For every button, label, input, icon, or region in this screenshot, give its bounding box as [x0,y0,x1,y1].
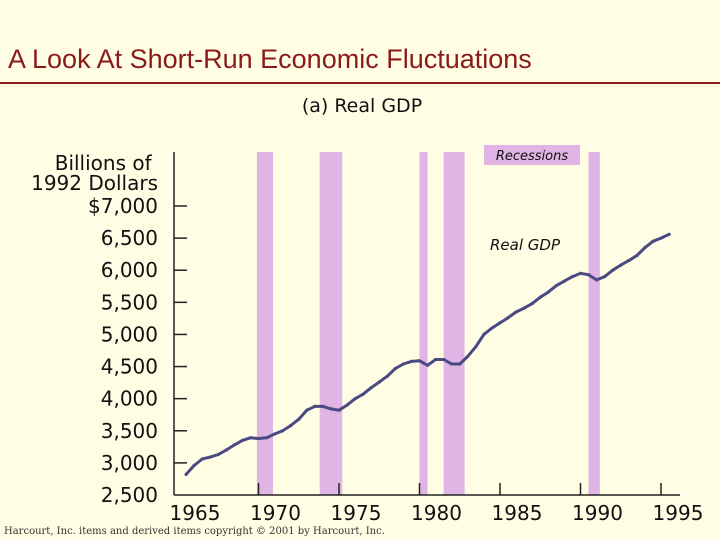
gdp-data-point [232,443,236,447]
x-tick-label: 1970 [250,501,301,525]
gdp-data-point [305,408,309,412]
gdp-data-point [514,310,518,314]
gdp-data-point [208,455,212,459]
gdp-data-point [426,363,430,367]
gdp-data-point [595,278,599,282]
recession-band-1 [256,152,273,495]
gdp-data-point [417,359,422,363]
y-tick-label: 6,500 [101,226,158,250]
y-tick-label: 5,500 [101,290,158,314]
gdp-data-point [329,407,333,411]
gdp-data-point [651,239,655,243]
x-tick-label: 1980 [411,501,462,525]
y-tick-label: 4,500 [101,355,158,379]
recession-bands [256,152,600,495]
recessions-label: Recessions [496,149,569,164]
y-tick-label: 3,000 [101,451,158,475]
y-tick-label: 2,500 [101,483,158,507]
y-axis-ticks: $7,000 6,500 6,000 5,500 5,000 4,500 4,000 3,50… [88,194,187,507]
gdp-data-point [458,362,462,366]
real-gdp-series-label: Real GDP [490,236,561,254]
gdp-data-point [385,374,389,378]
chart-title: (a) Real GDP [302,95,422,117]
y-axis-label-line-2: 1992 Dollars [31,171,158,195]
gdp-data-point [450,362,454,366]
recession-band-5 [588,152,600,495]
gdp-data-point [401,362,405,366]
gdp-data-point [313,404,317,408]
gdp-data-point [321,404,325,408]
x-tick-label: 1985 [492,501,543,525]
y-tick-label: 6,000 [101,258,158,282]
gdp-data-point [369,386,373,390]
gdp-data-point [337,408,341,412]
gdp-data-point [265,436,269,440]
recession-band-4 [443,152,465,495]
x-axis-ticks: 1965 1970 1975 1980 1985 1990 1995 [170,483,704,525]
recession-band-2 [319,152,343,495]
y-axis-label: Billions of 1992 Dollars [31,151,158,195]
slide-title: A Look At Short-Run Economic Fluctuation… [8,44,532,74]
gdp-data-point [184,472,188,476]
gdp-data-point [554,284,559,288]
gdp-data-point [273,432,277,436]
x-tick-label: 1990 [572,501,623,525]
gdp-data-point [281,429,285,433]
gdp-data-point [297,417,301,421]
y-axis-label-line-1: Billions of [55,151,153,175]
gdp-data-point [562,279,567,283]
gdp-data-point [490,326,494,330]
gdp-data-point [434,357,438,362]
real-gdp-data-points [184,232,671,476]
y-tick-label: 3,500 [101,419,158,443]
title-divider [0,82,720,84]
gdp-data-point [611,268,615,272]
gdp-data-point [248,436,252,440]
gdp-data-point [619,263,623,267]
gdp-data-point [635,253,639,258]
gdp-data-point [546,290,550,294]
recessions-label-box [484,145,580,165]
gdp-data-point [361,392,365,396]
gdp-data-point [216,452,220,457]
recession-band-3 [419,152,428,495]
gdp-data-point [586,273,591,277]
gdp-data-point [200,457,204,461]
gdp-data-point [482,332,486,336]
gdp-data-point [643,246,647,250]
gdp-data-point [353,397,357,401]
gdp-data-point [224,448,228,452]
gdp-data-point [530,302,534,306]
gdp-data-point [289,424,293,428]
x-tick-label: 1975 [331,501,382,525]
y-tick-label: 4,000 [101,387,158,411]
gdp-data-point [522,306,526,310]
gdp-data-point [442,357,446,362]
gdp-data-point [466,354,470,358]
gdp-data-point [409,359,414,363]
gdp-data-point [538,295,542,299]
gdp-data-point [393,366,397,371]
gdp-data-point [474,345,478,349]
gdp-data-point [345,403,349,407]
gdp-data-point [498,321,502,325]
y-tick-label: $7,000 [88,194,158,218]
gdp-data-point [506,316,510,320]
gdp-data-point [377,380,381,384]
gdp-data-point [256,436,261,441]
gdp-data-point [627,259,631,263]
x-tick-label: 1965 [170,501,221,525]
x-tick-label: 1995 [653,501,704,525]
gdp-data-point [578,271,583,275]
gdp-data-point [570,275,575,279]
copyright-footer: Harcourt, Inc. items and derived items c… [4,526,385,537]
gdp-data-point [192,463,196,468]
gdp-data-point [240,438,244,442]
y-tick-label: 5,000 [101,322,158,346]
gdp-data-point [667,232,671,236]
gdp-data-point [603,275,607,279]
gdp-data-point [659,236,663,240]
